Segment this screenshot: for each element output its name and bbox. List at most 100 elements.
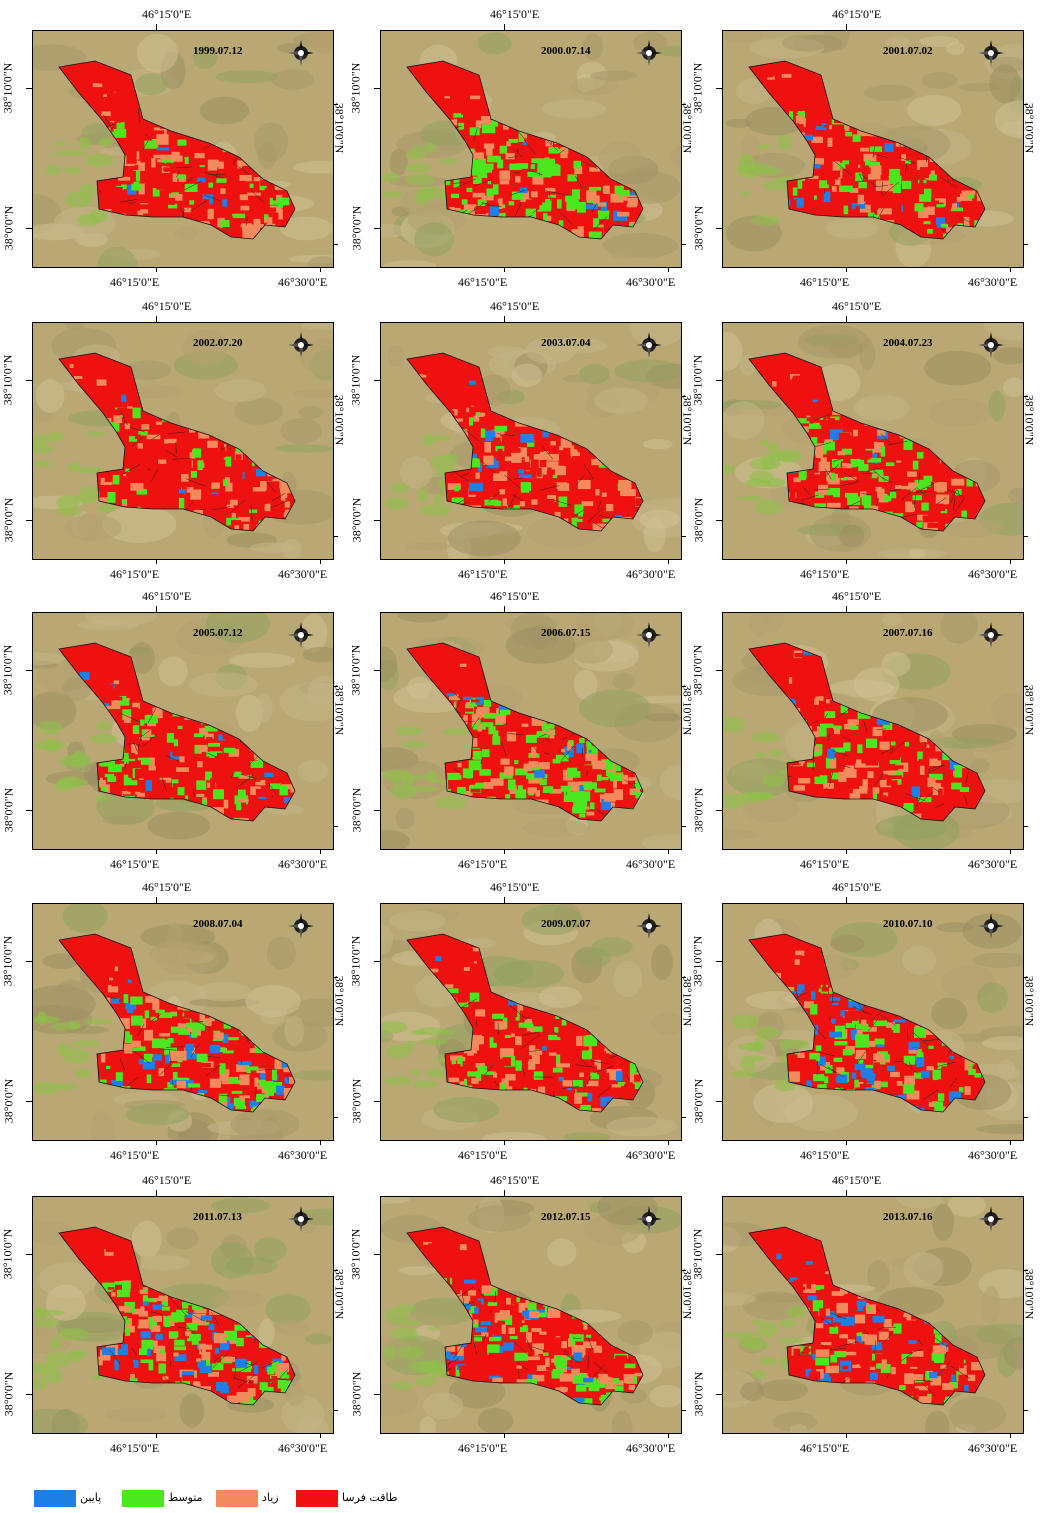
axis-tick (156, 606, 157, 612)
axis-tick (374, 1394, 380, 1395)
axis-tick (716, 961, 722, 962)
lat-label-right: 38°10'0"N (332, 975, 347, 1027)
terrain-texture (612, 672, 635, 691)
axis-tick (320, 1432, 321, 1438)
terrain-texture (723, 31, 764, 43)
terrain-texture (829, 337, 863, 359)
axis-tick (374, 88, 380, 89)
date-label: 1999.07.12 (193, 45, 243, 57)
farmland-texture (776, 449, 803, 463)
terrain-texture (590, 70, 638, 81)
map-image (33, 323, 333, 559)
axis-tick (374, 380, 380, 381)
farmland-texture (381, 1021, 408, 1034)
terrain-texture (33, 652, 65, 666)
farmland-texture (780, 1039, 811, 1049)
terrain-texture (575, 613, 634, 641)
city-boundary (58, 60, 296, 240)
terrain-texture (994, 100, 1023, 138)
lon-label-bottom-right: 46°30'0"E (968, 567, 1018, 581)
axis-tick (668, 266, 669, 272)
lat-label-left-bottom: 38°0'0"N (349, 497, 364, 543)
terrain-texture (723, 331, 743, 372)
terrain-texture (35, 379, 65, 413)
axis-tick (680, 826, 686, 827)
map-frame: 2009.07.07 (380, 903, 682, 1141)
terrain-texture (649, 1385, 681, 1408)
terrain-texture (281, 538, 302, 559)
lon-label-top: 46°15'0"E (490, 1173, 540, 1187)
terrain-texture (726, 758, 800, 797)
map-image (381, 1197, 681, 1433)
lon-label-bottom-left: 46°15'0"E (110, 567, 160, 581)
date-label: 2003.07.04 (541, 337, 591, 349)
lat-label-left-top: 38°10'0"N (0, 1228, 15, 1280)
axis-tick (26, 380, 32, 381)
lat-label-left-top: 38°10'0"N (690, 1228, 705, 1280)
terrain-texture (932, 1203, 955, 1241)
lon-label-bottom-right: 46°30'0"E (626, 1441, 676, 1455)
terrain-texture (1008, 487, 1023, 505)
terrain-texture (651, 944, 673, 981)
map-image (33, 31, 333, 267)
legend-label-high: زیاد (262, 1491, 279, 1504)
axis-tick (716, 1254, 722, 1255)
terrain-texture (748, 1076, 767, 1090)
terrain-texture (568, 635, 614, 664)
city-boundary (406, 60, 644, 240)
farmland-texture (38, 720, 63, 735)
farmland-texture (425, 142, 437, 154)
north-arrow-icon (978, 332, 1004, 358)
farmland-texture (33, 445, 55, 454)
north-arrow-icon (288, 622, 314, 648)
terrain-texture (494, 960, 565, 988)
legend-label-medium: متوسط (168, 1491, 203, 1504)
date-label: 2004.07.23 (883, 337, 933, 349)
axis-tick (332, 826, 338, 827)
farmland-texture (88, 209, 108, 223)
terrain-texture (481, 1132, 546, 1140)
axis-tick (716, 1394, 722, 1395)
terrain-texture (866, 1260, 890, 1292)
date-label: 2009.07.07 (541, 918, 591, 930)
terrain-texture (381, 224, 411, 238)
map-image (381, 904, 681, 1140)
farmland-texture (777, 1337, 806, 1344)
lon-label-bottom-left: 46°15'0"E (458, 857, 508, 871)
axis-tick (156, 266, 157, 272)
axis-tick (504, 316, 505, 322)
map-frame: 2010.07.10 (722, 903, 1024, 1141)
lon-label-bottom-left: 46°15'0"E (110, 1148, 160, 1162)
lat-label-left-bottom: 38°0'0"N (1, 787, 16, 833)
terrain-texture (102, 505, 177, 543)
axis-tick (1022, 104, 1028, 105)
terrain-texture (132, 1220, 162, 1258)
city-boundary (748, 1226, 986, 1406)
farmland-texture (56, 495, 80, 511)
axis-tick (716, 810, 722, 811)
farmland-texture (45, 1351, 72, 1368)
map-frame: 2002.07.20 (32, 322, 334, 560)
terrain-texture (293, 160, 333, 174)
farmland-texture (68, 461, 80, 472)
map-image (381, 613, 681, 849)
terrain-texture (166, 1227, 199, 1250)
axis-tick (504, 1432, 505, 1438)
axis-tick (26, 670, 32, 671)
lat-label-left-bottom: 38°0'0"N (1, 205, 16, 251)
map-frame: 2001.07.02 (722, 30, 1024, 268)
terrain-texture (174, 226, 198, 241)
terrain-texture (135, 73, 168, 96)
axis-tick (1022, 536, 1028, 537)
lat-label-right: 38°10'0"N (332, 102, 347, 154)
farmland-texture (386, 1044, 410, 1060)
terrain-texture (976, 1124, 1023, 1135)
lat-label-left-top: 38°10'0"N (0, 644, 15, 696)
farmland-texture (416, 1027, 448, 1036)
terrain-texture (989, 64, 1021, 104)
map-image (381, 323, 681, 559)
terrain-texture (651, 1012, 681, 1036)
axis-tick (1010, 266, 1011, 272)
date-label: 2013.07.16 (883, 1211, 933, 1223)
terrain-texture (297, 759, 329, 782)
